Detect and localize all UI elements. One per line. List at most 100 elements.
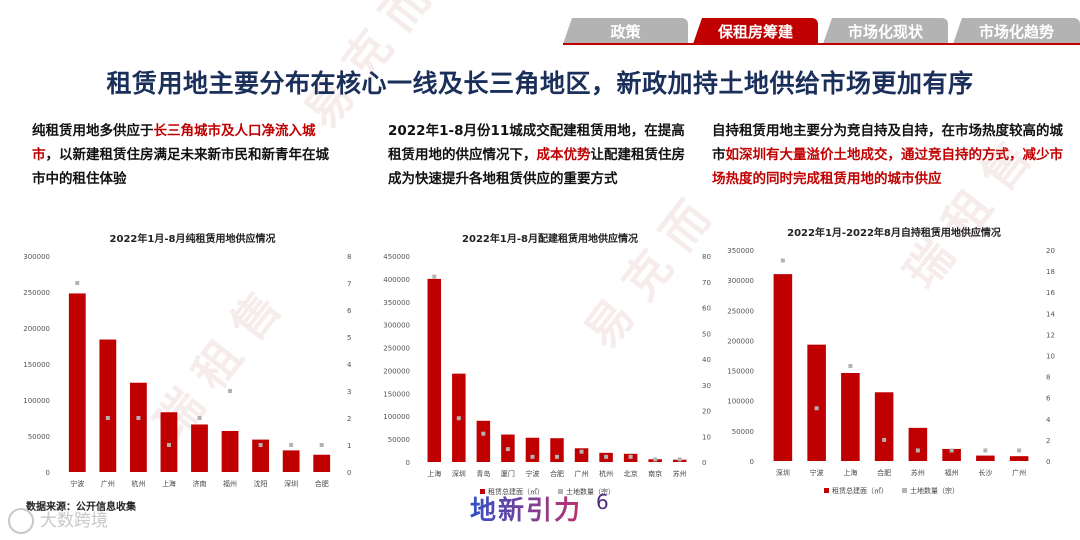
y-tick-label-left: 50000 (388, 436, 410, 444)
marker-point (289, 443, 294, 447)
marker-point (105, 416, 110, 420)
marker-point (653, 457, 658, 462)
y-tick-label-left: 200000 (23, 325, 50, 333)
chart-svg: 2022年1月-8月配建租赁用地供应情况 0 50000 100000 150000 20… (383, 232, 711, 496)
y-tick-label-left: 200000 (727, 337, 754, 345)
bar (313, 454, 331, 472)
bar (1009, 456, 1029, 461)
bar (221, 430, 239, 472)
marker-point (915, 448, 920, 453)
y-tick-label-right: 2 (1046, 437, 1050, 445)
legend-label: 租赁总建面（㎡） (488, 487, 544, 496)
y-tick-label-left: 100000 (727, 398, 754, 406)
legend-label: 土地数量（宗） (910, 486, 959, 495)
tab-policy[interactable]: 政策 (563, 18, 688, 44)
marker-point (505, 447, 510, 452)
bar (807, 344, 826, 461)
y-tick-label-right: 4 (347, 361, 352, 369)
legend-swatch-bar (480, 489, 485, 494)
tab-market-status[interactable]: 市场化现状 (823, 18, 948, 44)
y-tick-label-right: 20 (702, 408, 711, 416)
x-tick-label: 苏州 (911, 468, 925, 477)
x-tick-label: 杭州 (599, 469, 613, 478)
page-number: 6 (596, 490, 609, 514)
x-tick-label: 福州 (945, 468, 959, 477)
marker-point (166, 443, 171, 447)
bar (99, 339, 117, 472)
x-tick-label: 宁波 (525, 469, 539, 478)
marker-point (628, 454, 633, 459)
bar (476, 420, 491, 462)
y-tick-label-right: 30 (702, 382, 711, 390)
x-tick-label: 上海 (162, 479, 176, 488)
description-text: 让配建租赁住房成为快速提升各地租赁供应的重要方式 (388, 147, 685, 187)
marker-point (579, 449, 584, 454)
section-tabs: 政策 保租房筹建 市场化现状 市场化趋势 (563, 18, 1080, 44)
marker-point (456, 416, 461, 421)
y-tick-label-right: 1 (347, 442, 351, 450)
x-tick-label: 宁波 (810, 468, 824, 477)
chart-svg: 2022年1月-2022年8月自持租赁用地供应情况 0 50000 100000 150… (727, 226, 1055, 495)
x-tick-label: 上海 (427, 469, 441, 478)
y-tick-label-left: 200000 (383, 367, 410, 375)
y-tick-label-left: 250000 (727, 307, 754, 315)
y-tick-label-right: 10 (702, 433, 711, 441)
y-tick-label-right: 10 (1046, 353, 1055, 361)
x-tick-label: 南京 (648, 469, 662, 478)
y-tick-label-right: 8 (347, 253, 351, 261)
description-highlight: 如深圳有大量溢价土地成交，通过竞自持的方式，减少市场热度的同时完成租赁用地的城市… (712, 147, 1063, 187)
y-tick-label-right: 16 (1046, 289, 1055, 297)
bar (129, 382, 147, 472)
bar (841, 372, 860, 461)
marker-point (780, 258, 785, 263)
marker-point (983, 448, 988, 453)
bar (908, 427, 928, 461)
x-tick-label: 上海 (843, 468, 857, 477)
y-tick-label-left: 250000 (383, 345, 410, 353)
bar (160, 412, 178, 472)
chart-title: 2022年1月-2022年8月自持租赁用地供应情况 (787, 226, 1001, 239)
y-tick-label-left: 300000 (727, 277, 754, 285)
marker-point (530, 454, 535, 459)
y-tick-label-left: 450000 (383, 253, 410, 261)
watermark-logo-icon (8, 508, 34, 534)
bar (773, 274, 793, 461)
bar (976, 455, 995, 461)
x-tick-label: 济南 (193, 479, 207, 488)
x-tick-label: 福州 (223, 479, 237, 488)
y-tick-label-right: 3 (347, 388, 351, 396)
y-tick-label-left: 350000 (727, 247, 754, 255)
legend-swatch-marker (558, 489, 563, 494)
description-highlight: 长三角城市及人口净流入城市 (32, 123, 316, 163)
x-tick-label: 宁波 (70, 479, 84, 488)
marker-point (882, 437, 887, 442)
y-tick-label-right: 0 (1046, 458, 1050, 466)
marker-point (814, 406, 819, 411)
marker-point (848, 364, 853, 369)
y-tick-label-right: 50 (702, 330, 711, 338)
x-tick-label: 深圳 (452, 469, 466, 478)
data-source-note: 数据来源：公开信息收集 (26, 502, 136, 513)
y-tick-label-right: 0 (702, 459, 706, 467)
bar (191, 424, 208, 472)
y-tick-label-right: 60 (702, 305, 711, 313)
y-tick-label-left: 300000 (383, 322, 410, 330)
y-tick-label-left: 350000 (383, 299, 410, 307)
tab-affordable-rental-construction[interactable]: 保租房筹建 (693, 18, 818, 44)
bar (427, 278, 442, 462)
x-tick-label: 苏州 (673, 469, 687, 478)
y-tick-label-left: 0 (46, 469, 50, 477)
y-tick-label-right: 18 (1046, 268, 1055, 276)
y-tick-label-right: 0 (347, 469, 351, 477)
y-tick-label-left: 0 (750, 458, 754, 466)
y-tick-label-left: 150000 (383, 390, 410, 398)
legend-label: 土地数量（宗） (566, 487, 615, 496)
marker-point (197, 416, 202, 420)
chart-pure-rental-land: 2022年1月-8月纯租赁用地供应情况 0 50000 100000 150000 200… (20, 228, 365, 508)
tab-market-trend[interactable]: 市场化趋势 (953, 18, 1080, 44)
marker-point (1017, 448, 1022, 453)
bar (574, 448, 589, 462)
y-tick-label-left: 250000 (23, 289, 50, 297)
marker-point (258, 443, 263, 447)
x-tick-label: 广州 (575, 469, 589, 478)
